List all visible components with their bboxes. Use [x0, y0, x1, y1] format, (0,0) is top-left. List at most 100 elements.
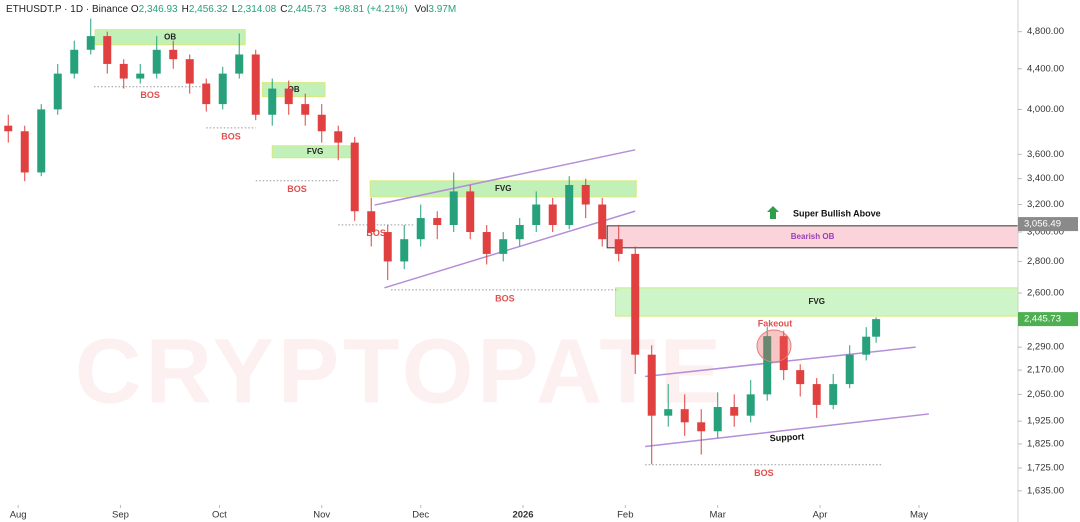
candle-body — [119, 63, 128, 79]
candle-body — [647, 354, 656, 416]
trendline — [645, 413, 929, 448]
ohlc-label: C — [280, 4, 288, 15]
y-tick-label: 1,635.00 — [1027, 485, 1064, 496]
candle-body — [334, 131, 343, 143]
zone-label: FVG — [495, 184, 511, 193]
fakeout-circle — [756, 329, 792, 363]
bos-label: BOS — [366, 228, 386, 238]
ohlc-label: O — [130, 4, 139, 15]
candle-body — [482, 232, 491, 254]
price-tag — [1018, 217, 1078, 232]
price-tag — [1018, 312, 1078, 327]
zone — [261, 82, 326, 98]
x-tick-label: Mar — [710, 510, 726, 521]
candle-body — [37, 109, 46, 173]
ohlc-label: L — [231, 4, 238, 15]
ohlc-value: 2,445.73 — [287, 4, 327, 15]
candle-body — [713, 407, 722, 432]
bos-label: BOS — [495, 293, 515, 303]
trendline — [384, 210, 636, 289]
candle-body — [812, 384, 821, 405]
x-tick-label: Aug — [10, 510, 27, 521]
candle-body — [416, 218, 425, 240]
candle-body — [268, 88, 277, 115]
candle-body — [829, 384, 838, 405]
y-tick-label: 3,400.00 — [1027, 173, 1064, 184]
candle-body — [317, 114, 326, 132]
candle-body — [53, 73, 62, 110]
zone-label: FVG — [307, 147, 323, 156]
candle-body — [20, 131, 29, 173]
y-tick-label: 1,825.00 — [1027, 438, 1064, 449]
candle-body — [614, 239, 623, 254]
up-arrow — [767, 206, 779, 219]
annotation: Fakeout — [758, 318, 793, 328]
candle-body — [862, 336, 871, 355]
annotation: Super Bullish Above — [793, 208, 881, 218]
ohlc-value: 2,314.08 — [237, 4, 277, 15]
candle-body — [730, 407, 739, 416]
y-tick-label: 2,600.00 — [1027, 288, 1064, 299]
candle-body — [532, 204, 541, 225]
candle-body — [284, 88, 293, 105]
candle-body — [367, 211, 376, 233]
candle-body — [598, 204, 607, 240]
candle-body — [103, 36, 112, 64]
candle-body — [515, 224, 524, 240]
candle-body — [136, 73, 145, 79]
candle-body — [235, 54, 244, 74]
candle-body — [581, 184, 590, 205]
candle-body — [872, 319, 881, 337]
x-tick-label: Dec — [412, 510, 429, 521]
bos-label: BOS — [221, 131, 241, 141]
bos-label: BOS — [754, 468, 774, 478]
candle-body — [466, 191, 475, 233]
candle-body — [548, 204, 557, 225]
y-tick-label: 2,290.00 — [1027, 342, 1064, 353]
x-tick-label: Sep — [112, 510, 129, 521]
candle-body — [350, 142, 359, 212]
y-tick-label: 1,725.00 — [1027, 462, 1064, 473]
zone-label: Bearish OB — [791, 232, 835, 241]
candle-body — [565, 184, 574, 225]
y-tick-label: 3,200.00 — [1027, 199, 1064, 210]
bos-label: BOS — [287, 184, 307, 194]
ohlc-value: 2,346.93 — [138, 4, 178, 15]
x-tick-label: Feb — [617, 510, 633, 521]
x-tick-label: Apr — [813, 510, 828, 521]
symbol: ETHUSDT.P · 1D · Binance — [6, 4, 129, 15]
ohlc-value: 2,456.32 — [188, 4, 228, 15]
watermark: CRYPTOPATE — [75, 320, 725, 422]
candle-body — [86, 36, 95, 50]
zone — [94, 29, 246, 46]
chart-header: ETHUSDT.P · 1D · Binance O2,346.93 H2,456… — [6, 4, 460, 15]
candle-body — [796, 370, 805, 385]
x-tick-label: 2026 — [512, 510, 533, 521]
zone-label: OB — [288, 85, 300, 94]
y-tick-label: 2,800.00 — [1027, 256, 1064, 267]
candle-body — [664, 409, 673, 416]
ohlc: O2,346.93 H2,456.32 L2,314.08 C2,445.73 — [131, 4, 331, 15]
candle-body — [433, 218, 442, 225]
bos-label: BOS — [140, 90, 160, 100]
candle-body — [763, 336, 772, 395]
volume-label: Vol — [414, 4, 429, 15]
zone-label: OB — [164, 32, 176, 41]
candle-body — [202, 83, 211, 105]
candle-body — [383, 232, 392, 262]
candle-body — [697, 422, 706, 432]
y-tick-label: 1,925.00 — [1027, 416, 1064, 427]
y-tick-label: 3,600.00 — [1027, 149, 1064, 160]
ohlc-label: H — [181, 4, 189, 15]
price-tag-label: 2,445.73 — [1024, 314, 1061, 325]
candle-body — [449, 191, 458, 225]
zone-label: FVG — [808, 297, 824, 306]
annotation: Support — [769, 431, 804, 443]
candle-body — [70, 49, 79, 74]
candle-body — [779, 336, 788, 371]
trendline — [374, 149, 636, 206]
zone — [614, 287, 1019, 317]
candle-body — [400, 239, 409, 262]
candle-body — [185, 59, 194, 84]
